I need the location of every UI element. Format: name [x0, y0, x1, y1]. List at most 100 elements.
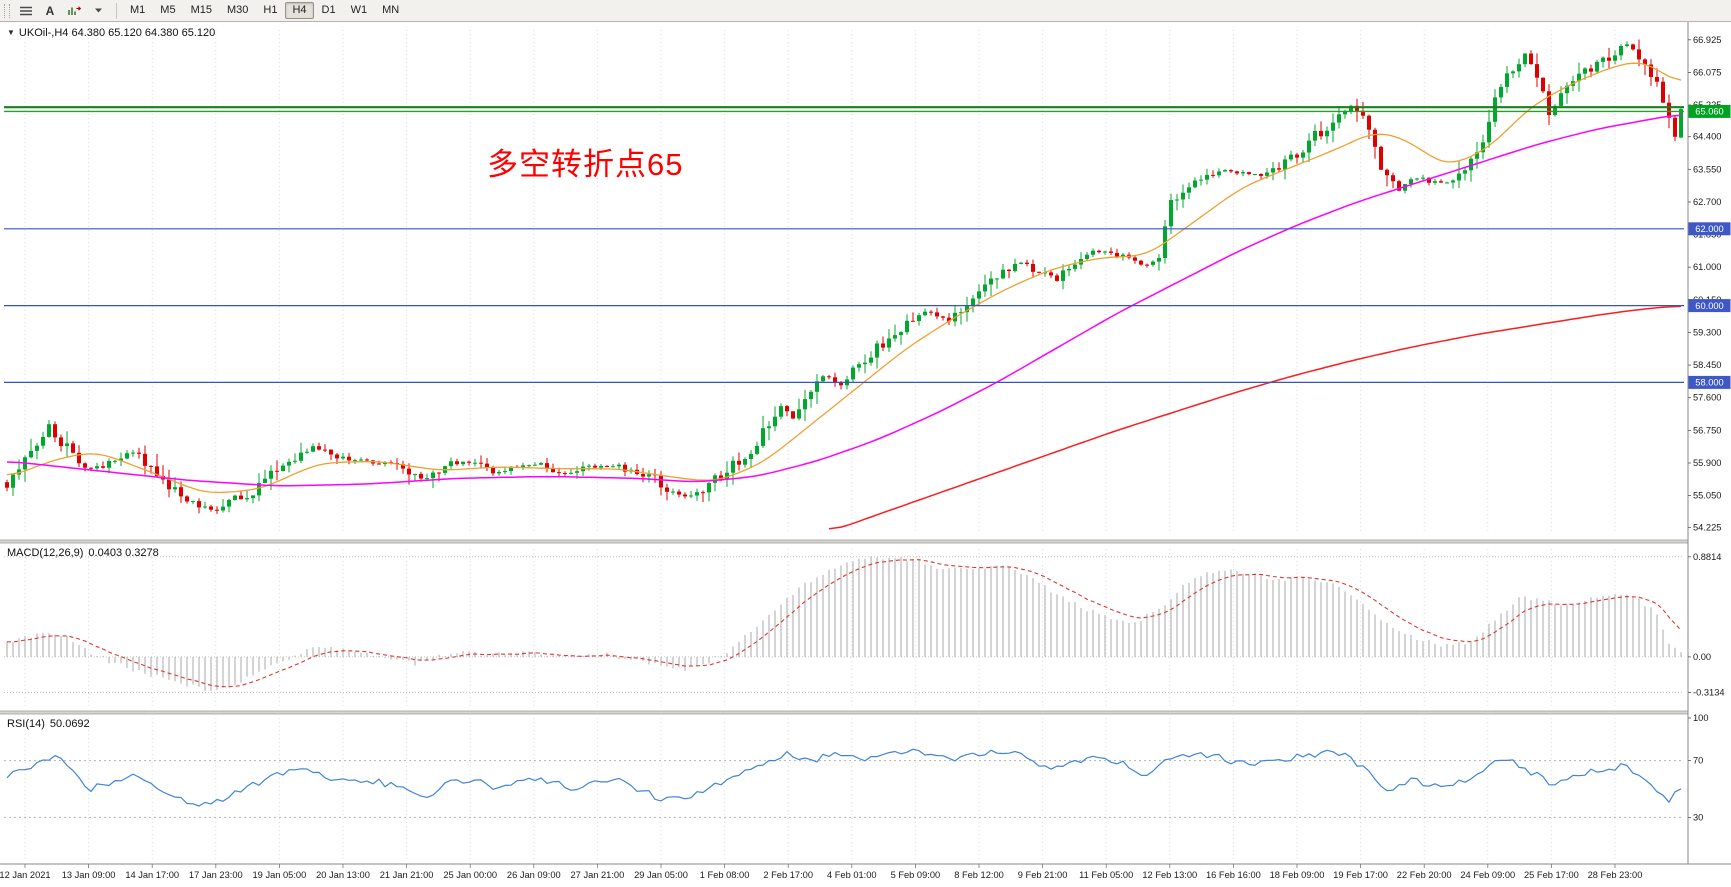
charts-list-icon — [20, 6, 32, 15]
toolbar-drag-handle[interactable] — [4, 3, 10, 18]
panel-separator[interactable] — [0, 540, 1731, 543]
price-tick-label: 66.075 — [1693, 67, 1721, 77]
timeframe-toolbar: M1 M5 M15 M30 H1 H4 D1 W1 MN — [123, 2, 407, 19]
rsi-name: RSI(14) — [7, 718, 45, 730]
dropdown-button[interactable] — [86, 1, 110, 21]
time-label: 8 Feb 12:00 — [954, 870, 1004, 880]
candles — [5, 39, 1683, 514]
price-tick-label: 55.050 — [1693, 491, 1721, 501]
time-label: 13 Jan 09:00 — [62, 870, 116, 880]
svg-text:60.000: 60.000 — [1695, 301, 1723, 311]
price-axis-background — [1688, 22, 1731, 864]
ma-slow-line — [828, 305, 1682, 530]
macd-signal-line — [6, 559, 1682, 688]
time-label: 25 Feb 17:00 — [1524, 870, 1579, 880]
price-line-labels: 65.060 62.000 60.000 58.000 — [1688, 104, 1731, 389]
time-label: 28 Feb 23:00 — [1588, 870, 1643, 880]
time-label: 2 Feb 17:00 — [763, 870, 813, 880]
chart-shift-icon — [68, 5, 81, 15]
time-label: 27 Jan 21:00 — [571, 870, 625, 880]
time-label: 5 Feb 09:00 — [891, 870, 941, 880]
rsi-value: 50.0692 — [49, 718, 90, 730]
time-label: 16 Feb 16:00 — [1206, 870, 1261, 880]
chevron-down-icon — [94, 8, 102, 13]
time-label: 12 Jan 2021 — [0, 870, 51, 880]
time-label: 22 Feb 20:00 — [1397, 870, 1452, 880]
timeframe-mn-button[interactable]: MN — [382, 4, 400, 16]
macd-label: MACD(12,26,9) 0.0403 0.3278 — [7, 547, 159, 559]
macd-tick-label: 0.00 — [1693, 652, 1711, 662]
time-label: 29 Jan 05:00 — [634, 870, 688, 880]
rsi-axis: 100 70 30 — [1688, 713, 1709, 822]
text-tool-icon: A — [45, 3, 55, 18]
ma-fast-line — [6, 62, 1682, 494]
price-tick-label: 55.900 — [1693, 458, 1721, 468]
symbol-info: ▼ UKOil-,H4 64.380 65.120 64.380 65.120 — [7, 27, 215, 39]
price-tick-label: 61.000 — [1693, 262, 1721, 272]
charts-list-button[interactable] — [14, 1, 38, 21]
macd-axis: 0.8814 0.00 -0.3134 — [1688, 552, 1725, 698]
time-label: 14 Jan 17:00 — [125, 870, 179, 880]
timeframe-h4-button[interactable]: H4 — [285, 2, 314, 19]
symbol-dropdown-triangle-icon[interactable]: ▼ — [7, 28, 15, 37]
panel-separator[interactable] — [0, 711, 1731, 714]
chart-annotation-text[interactable]: 多空转折点65 — [487, 147, 684, 182]
time-label: 19 Feb 17:00 — [1333, 870, 1388, 880]
time-label: 4 Feb 01:00 — [827, 870, 877, 880]
macd-level-lines — [4, 556, 1684, 693]
price-tick-label: 64.400 — [1693, 132, 1721, 142]
chart-shift-button[interactable] — [62, 1, 86, 21]
price-tick-label: 56.750 — [1693, 425, 1721, 435]
time-label: 24 Feb 09:00 — [1460, 870, 1515, 880]
rsi-line — [6, 748, 1682, 807]
toolbar: A M1 M5 M15 M30 H1 H4 D1 W1 MN — [0, 0, 1731, 22]
svg-text:58.000: 58.000 — [1695, 378, 1723, 388]
rsi-tick-label: 30 — [1693, 812, 1703, 822]
macd-values: 0.0403 0.3278 — [88, 547, 159, 559]
svg-text:65.060: 65.060 — [1695, 107, 1723, 117]
timeframe-m5-button[interactable]: M5 — [160, 4, 176, 16]
time-label: 25 Jan 00:00 — [443, 870, 497, 880]
price-tick-label: 63.550 — [1693, 164, 1721, 174]
macd-tick-label: 0.8814 — [1693, 552, 1721, 562]
price-tick-label: 66.925 — [1693, 35, 1721, 45]
timeframe-m30-button[interactable]: M30 — [226, 4, 249, 16]
text-tool-button[interactable]: A — [38, 1, 62, 21]
time-label: 17 Jan 23:00 — [189, 870, 243, 880]
time-axis[interactable]: 12 Jan 2021 13 Jan 09:00 14 Jan 17:00 17 Ja… — [0, 864, 1642, 880]
price-tick-label: 57.600 — [1693, 393, 1721, 403]
vertical-gridlines — [24, 30, 1616, 860]
toolbar-separator — [116, 2, 117, 19]
macd-name: MACD(12,26,9) — [7, 547, 84, 559]
time-label: 26 Jan 09:00 — [507, 870, 561, 880]
timeframe-h1-button[interactable]: H1 — [263, 4, 278, 16]
price-tick-label: 59.300 — [1693, 328, 1721, 338]
time-axis-background — [0, 864, 1731, 887]
rsi-label: RSI(14) 50.0692 — [7, 718, 90, 730]
symbol-ohlc-text: UKOil-,H4 64.380 65.120 64.380 65.120 — [18, 27, 216, 39]
time-label: 11 Feb 05:00 — [1079, 870, 1133, 880]
time-label: 18 Feb 09:00 — [1270, 870, 1325, 880]
price-tick-label: 58.450 — [1693, 360, 1721, 370]
rsi-tick-label: 70 — [1693, 756, 1703, 766]
macd-histogram — [6, 556, 1682, 691]
svg-text:62.000: 62.000 — [1695, 224, 1723, 234]
timeframe-w1-button[interactable]: W1 — [350, 4, 368, 16]
timeframe-d1-button[interactable]: D1 — [321, 4, 336, 16]
time-label: 19 Jan 05:00 — [253, 870, 307, 880]
rsi-level-lines — [4, 760, 1684, 818]
macd-tick-label: -0.3134 — [1693, 688, 1725, 698]
ma-medium-line — [6, 114, 1682, 487]
horizontal-lines[interactable] — [4, 106, 1684, 383]
time-label: 21 Jan 21:00 — [380, 870, 434, 880]
price-tick-label: 62.700 — [1693, 197, 1721, 207]
timeframe-m1-button[interactable]: M1 — [130, 4, 146, 16]
timeframe-m15-button[interactable]: M15 — [190, 4, 212, 16]
time-label: 20 Jan 13:00 — [316, 870, 370, 880]
time-label: 1 Feb 08:00 — [700, 870, 750, 880]
time-label: 12 Feb 13:00 — [1142, 870, 1197, 880]
price-tick-label: 54.225 — [1693, 522, 1721, 532]
